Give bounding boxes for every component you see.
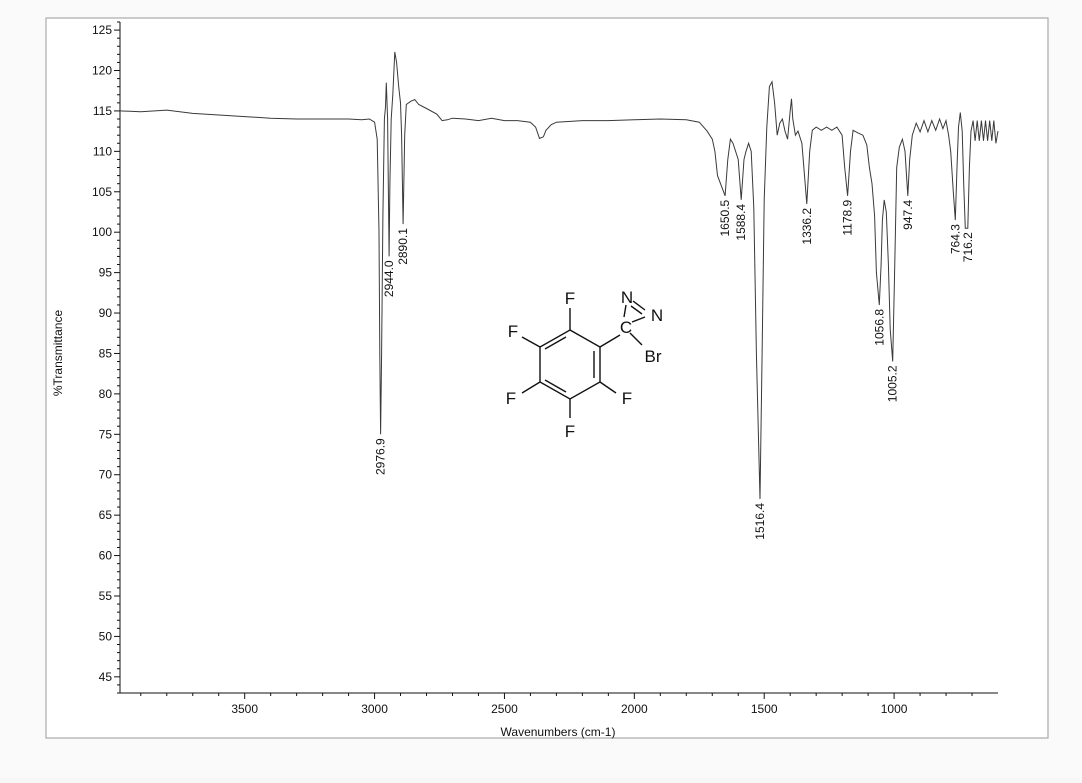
x-axis-title: Wavenumbers (cm-1): [501, 725, 616, 739]
n-n-double-bond: [630, 305, 643, 315]
y-tick-label: 90: [99, 306, 113, 320]
c-f-bond: [521, 381, 541, 394]
y-tick-label: 55: [99, 589, 113, 603]
y-tick-label: 50: [99, 629, 113, 643]
atom-f-top: F: [565, 289, 575, 308]
atom-f-bottom: F: [565, 422, 575, 441]
ring-double-bond: [544, 379, 567, 393]
atom-f-lower-right: F: [622, 389, 632, 408]
y-tick-label: 125: [92, 23, 112, 37]
peak-label: 764.3: [948, 224, 962, 254]
y-tick-label: 105: [92, 185, 112, 199]
c-n-bond: [631, 316, 646, 323]
x-tick-label: 2500: [491, 702, 518, 716]
atom-br: Br: [645, 347, 662, 366]
y-tick-label: 95: [99, 266, 113, 280]
peak-label: 1650.5: [718, 199, 732, 236]
y-tick-label: 65: [99, 508, 113, 522]
c-f-bond: [521, 336, 541, 348]
peak-label: 2976.9: [374, 438, 388, 475]
spectrum-trace: [119, 51, 999, 500]
y-tick-label: 115: [93, 104, 112, 118]
y-axis-title: %Transmittance: [51, 310, 65, 397]
atom-f-lower-left: F: [506, 389, 516, 408]
chart-frame: [45, 17, 1049, 739]
y-tick-label: 100: [92, 225, 112, 239]
y-tick-label: 120: [92, 64, 112, 78]
peak-label: 1588.4: [734, 204, 748, 241]
peak-label: 1005.2: [886, 365, 900, 402]
peak-label: 716.2: [961, 232, 975, 262]
y-tick-label: 80: [99, 387, 113, 401]
peak-label: 1178.9: [841, 199, 855, 235]
x-tick-label: 3000: [361, 702, 388, 716]
y-tick-label: 75: [99, 427, 113, 441]
x-tick-label: 1500: [751, 702, 778, 716]
peak-label: 947.4: [901, 199, 915, 229]
molecular-structure: F F F F F N N C Br: [506, 288, 663, 441]
c-f-bond: [599, 381, 617, 394]
atom-n-right: N: [651, 306, 663, 325]
y-tick-label: 45: [99, 670, 113, 684]
atom-c-ring: C: [620, 318, 632, 337]
ring-to-diazirine-bond: [599, 334, 621, 348]
peak-label: 2890.1: [396, 228, 410, 265]
x-tick-label: 3500: [231, 702, 258, 716]
y-tick-label: 85: [99, 346, 113, 360]
peak-label: 1056.8: [872, 309, 886, 346]
y-tick-label: 60: [99, 549, 113, 563]
peak-label: 1336.2: [800, 208, 814, 245]
x-tick-label: 2000: [621, 702, 648, 716]
atom-n-top: N: [621, 288, 633, 307]
peak-label: 2944.0: [382, 260, 396, 297]
ring-double-bond: [544, 336, 567, 350]
n-n-double-bond: [632, 300, 646, 311]
x-tick-label: 1000: [881, 702, 908, 716]
c-n-bond: [623, 304, 627, 318]
y-tick-label: 110: [93, 144, 112, 158]
atom-f-upper-left: F: [508, 322, 518, 341]
y-tick-label: 70: [99, 468, 113, 482]
peak-label: 1516.4: [753, 503, 767, 540]
c-br-bond: [629, 332, 643, 346]
